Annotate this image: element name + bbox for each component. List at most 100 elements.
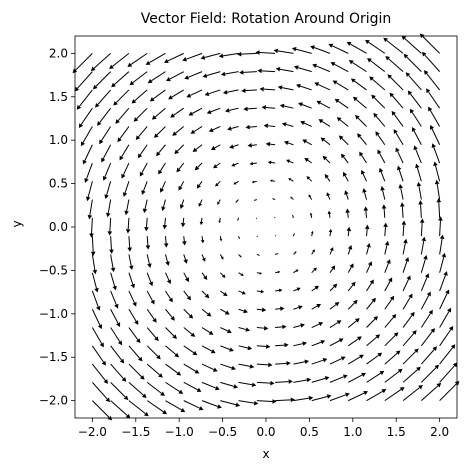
- vector-arrow: [371, 94, 386, 109]
- vector-arrow: [426, 88, 441, 109]
- vector-arrow: [256, 399, 277, 404]
- vector-arrow: [105, 199, 112, 218]
- vector-arrow: [89, 217, 94, 238]
- vector-arrow: [378, 167, 386, 182]
- vector-arrow: [346, 226, 352, 237]
- arrow-field: [72, 33, 460, 421]
- vector-arrow: [420, 291, 431, 310]
- vector-arrow: [316, 100, 331, 109]
- vector-arrow: [188, 107, 203, 116]
- vector-arrow: [163, 236, 169, 248]
- vector-arrow: [256, 307, 267, 313]
- vector-arrow: [165, 345, 180, 358]
- y-tick-label: 0.0: [49, 220, 68, 234]
- vector-arrow: [310, 45, 331, 54]
- vector-arrow: [424, 70, 441, 91]
- vector-arrow: [293, 287, 301, 292]
- vector-arrow: [201, 308, 212, 317]
- vector-arrow: [219, 254, 224, 260]
- vector-arrow: [91, 345, 106, 366]
- vector-arrow: [227, 125, 239, 131]
- vector-arrow: [179, 199, 185, 209]
- vector-arrow: [328, 43, 349, 54]
- vector-arrow: [146, 363, 163, 378]
- vector-arrow: [384, 313, 397, 328]
- y-tick-label: −2.0: [39, 394, 68, 408]
- vector-arrow: [409, 108, 422, 127]
- vector-arrow: [311, 267, 317, 274]
- vector-arrow: [366, 352, 383, 365]
- vector-arrow: [348, 60, 367, 73]
- vector-arrow: [91, 272, 99, 293]
- vector-arrow: [135, 126, 148, 141]
- vector-arrow: [395, 147, 404, 164]
- vector-arrow: [220, 345, 234, 352]
- vector-arrow: [128, 345, 143, 362]
- vector-arrow: [304, 157, 312, 164]
- vector-arrow: [360, 169, 367, 182]
- vector-arrow: [436, 198, 442, 218]
- x-tick-label: −2.0: [78, 425, 107, 439]
- vector-arrow: [329, 392, 350, 402]
- vector-arrow: [257, 68, 276, 74]
- vector-arrow: [329, 301, 340, 310]
- vector-arrow: [433, 161, 441, 182]
- vector-arrow: [439, 307, 452, 328]
- vector-arrow: [146, 254, 152, 268]
- vector-arrow: [329, 265, 336, 273]
- vector-arrow: [146, 381, 165, 396]
- vector-arrow: [91, 290, 101, 311]
- vector-arrow: [147, 71, 166, 84]
- vector-arrow: [357, 133, 367, 146]
- vector-arrow: [366, 242, 371, 255]
- vector-arrow: [237, 217, 240, 221]
- vector-arrow: [402, 348, 419, 365]
- vector-arrow: [293, 269, 299, 274]
- vector-arrow: [206, 107, 221, 115]
- vector-arrow: [402, 293, 413, 310]
- vector-arrow: [259, 86, 276, 92]
- vector-arrow: [109, 52, 130, 69]
- vector-arrow: [238, 381, 257, 388]
- vector-arrow: [220, 400, 241, 408]
- vector-arrow: [330, 62, 349, 73]
- vector-arrow: [238, 327, 251, 332]
- vector-arrow: [302, 139, 312, 146]
- vector-arrow: [122, 181, 130, 197]
- vector-arrow: [238, 235, 240, 240]
- vector-arrow: [296, 83, 312, 91]
- vector-arrow: [366, 261, 373, 273]
- vector-arrow: [256, 253, 260, 256]
- vector-arrow: [159, 181, 166, 193]
- vector-arrow: [292, 233, 295, 237]
- vector-arrow: [245, 124, 257, 130]
- y-tick-label: −0.5: [39, 263, 68, 277]
- vector-arrow: [420, 254, 428, 273]
- vector-arrow: [324, 174, 331, 182]
- vector-arrow: [384, 387, 405, 402]
- vector-arrow: [384, 240, 390, 255]
- vector-arrow: [405, 72, 422, 91]
- vector-arrow: [300, 120, 312, 127]
- vector-arrow: [347, 354, 364, 365]
- vector-arrow: [277, 85, 294, 91]
- vector-arrow: [102, 162, 112, 181]
- vector-arrow: [87, 199, 93, 220]
- vector-arrow: [402, 366, 421, 383]
- vector-arrow: [238, 290, 246, 295]
- vector-arrow: [261, 105, 276, 110]
- vector-arrow: [275, 306, 285, 311]
- vector-arrow: [220, 308, 230, 315]
- vector-arrow: [165, 272, 172, 285]
- vector-arrow: [110, 290, 119, 309]
- vector-arrow: [201, 254, 206, 262]
- vector-arrow: [201, 400, 222, 409]
- vector-arrow: [219, 236, 223, 242]
- vector-arrow: [146, 290, 155, 305]
- vector-arrow: [328, 228, 333, 237]
- vector-arrow: [336, 117, 349, 127]
- vector-arrow: [165, 400, 186, 413]
- vector-arrow: [366, 279, 374, 292]
- vector-arrow: [293, 395, 314, 402]
